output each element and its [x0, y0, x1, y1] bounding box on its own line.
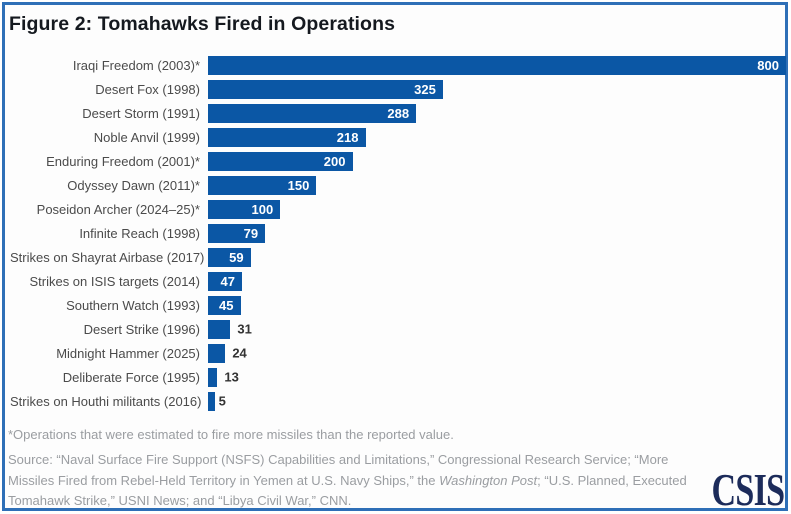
bar: [208, 319, 231, 339]
category-label: Enduring Freedom (2001)*: [46, 153, 200, 169]
bar: [208, 343, 226, 363]
category-label: Midnight Hammer (2025): [56, 345, 200, 361]
bar: 218: [208, 127, 366, 147]
source-text-segment: Washington Post: [439, 472, 538, 488]
value-label: 45: [219, 297, 234, 313]
bar: 200: [208, 151, 353, 171]
bar: 325: [208, 79, 443, 99]
chart-row: Southern Watch (1993) 45: [10, 293, 785, 317]
bar-track: 218: [208, 127, 786, 147]
source-text-segment: Source: “Naval Surface Fire Support (NSF…: [8, 452, 669, 488]
value-label: 13: [224, 369, 239, 385]
bar-track: 800: [208, 55, 786, 75]
category-label: Infinite Reach (1998): [79, 225, 200, 241]
category-label: Strikes on Shayrat Airbase (2017): [10, 249, 205, 265]
category-label: Desert Storm (1991): [82, 105, 200, 121]
source-citation: Source: “Naval Surface Fire Support (NSF…: [8, 450, 708, 512]
bar-track: 288: [208, 103, 786, 123]
bar-chart: Iraqi Freedom (2003)* 800 Desert Fox (1998…: [5, 53, 786, 413]
bar-track: 45: [208, 295, 786, 315]
category-label: Strikes on Houthi militants (2016): [10, 393, 202, 409]
chart-row: Desert Fox (1998) 325: [10, 77, 785, 101]
csis-logo: CSIS: [711, 464, 784, 514]
bar: 100: [208, 199, 281, 219]
value-label: 325: [414, 81, 436, 97]
category-label: Desert Strike (1996): [83, 321, 200, 337]
bar-track: 24: [208, 343, 786, 363]
bar-track: 31: [208, 319, 786, 339]
category-label: Desert Fox (1998): [95, 81, 200, 97]
bar-track: 59: [208, 247, 786, 267]
category-label: Iraqi Freedom (2003)*: [72, 57, 200, 73]
chart-row: Desert Strike (1996) 31: [10, 317, 785, 341]
chart-row: Strikes on Shayrat Airbase (2017) 59: [10, 245, 785, 269]
chart-row: Strikes on Houthi militants (2016) 5: [10, 389, 785, 413]
bar-track: 325: [208, 79, 786, 99]
bar: [208, 391, 215, 411]
value-label: 47: [220, 273, 235, 289]
bar: 800: [208, 55, 786, 75]
category-label: Noble Anvil (1999): [93, 129, 200, 145]
value-label: 200: [323, 153, 346, 169]
value-label: 218: [336, 129, 359, 145]
bar-track: 200: [208, 151, 786, 171]
bar: 79: [208, 223, 266, 243]
category-label: Southern Watch (1993): [66, 297, 200, 313]
category-label: Poseidon Archer (2024–25)*: [36, 201, 200, 217]
footnote: *Operations that were estimated to fire …: [8, 427, 454, 442]
chart-row: Noble Anvil (1999) 218: [10, 125, 785, 149]
chart-row: Poseidon Archer (2024–25)* 100: [10, 197, 785, 221]
value-label: 5: [218, 393, 226, 409]
bar: 59: [208, 247, 251, 267]
value-label: 150: [287, 177, 310, 193]
chart-row: Desert Storm (1991) 288: [10, 101, 785, 125]
category-label: Deliberate Force (1995): [62, 369, 200, 385]
category-label: Strikes on ISIS targets (2014): [29, 273, 200, 289]
value-label: 800: [757, 57, 779, 73]
value-label: 59: [229, 249, 244, 265]
value-label: 31: [237, 321, 252, 337]
bar-track: 150: [208, 175, 786, 195]
bar: 47: [208, 271, 242, 291]
bar: [208, 367, 218, 387]
bar-track: 5: [208, 391, 786, 411]
chart-row: Enduring Freedom (2001)* 200: [10, 149, 785, 173]
source-text-segment: ; “U.S. Planned, Executed Tomahawk Strik…: [8, 472, 687, 509]
bar-track: 47: [208, 271, 786, 291]
bar: 288: [208, 103, 417, 123]
figure-title: Figure 2: Tomahawks Fired in Operations: [9, 13, 396, 35]
chart-row: Midnight Hammer (2025) 24: [10, 341, 785, 365]
chart-row: Deliberate Force (1995) 13: [10, 365, 785, 389]
chart-row: Strikes on ISIS targets (2014) 47: [10, 269, 785, 293]
chart-row: Odyssey Dawn (2011)* 150: [10, 173, 785, 197]
bar-track: 13: [208, 367, 786, 387]
bar-track: 79: [208, 223, 786, 243]
value-label: 288: [387, 105, 410, 121]
bar: 150: [208, 175, 317, 195]
bar: 45: [208, 295, 241, 315]
chart-row: Iraqi Freedom (2003)* 800: [10, 53, 786, 77]
category-label: Odyssey Dawn (2011)*: [67, 177, 200, 193]
value-label: 24: [232, 345, 247, 361]
value-label: 100: [251, 201, 274, 217]
bar-track: 100: [208, 199, 786, 219]
chart-row: Infinite Reach (1998) 79: [10, 221, 785, 245]
value-label: 79: [243, 225, 259, 241]
